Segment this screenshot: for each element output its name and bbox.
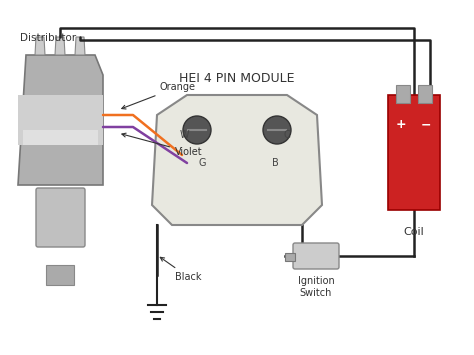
Text: Orange: Orange [122,82,196,109]
Polygon shape [75,37,85,55]
Text: C: C [283,130,291,140]
Text: B: B [272,158,278,168]
Polygon shape [35,37,45,55]
Text: G: G [198,158,206,168]
Bar [396,85,410,103]
Text: Black: Black [160,257,201,282]
Bar [46,265,74,285]
Bar [418,85,432,103]
Circle shape [263,116,291,144]
Text: Violet: Violet [122,133,202,157]
Text: W: W [179,130,189,140]
Polygon shape [55,37,65,55]
Bar [23,130,98,145]
Text: Coil: Coil [404,227,424,237]
Text: HEI 4 PIN MODULE: HEI 4 PIN MODULE [179,71,295,84]
Polygon shape [18,55,103,185]
Text: −: − [421,119,431,131]
Circle shape [183,116,211,144]
Text: Distributor: Distributor [20,33,76,43]
Bar [388,95,440,210]
FancyBboxPatch shape [36,188,85,247]
Polygon shape [152,95,322,225]
Bar [18,95,103,145]
FancyBboxPatch shape [293,243,339,269]
Bar [285,253,295,261]
Text: Ignition
Switch: Ignition Switch [298,276,334,298]
Text: +: + [396,119,406,131]
